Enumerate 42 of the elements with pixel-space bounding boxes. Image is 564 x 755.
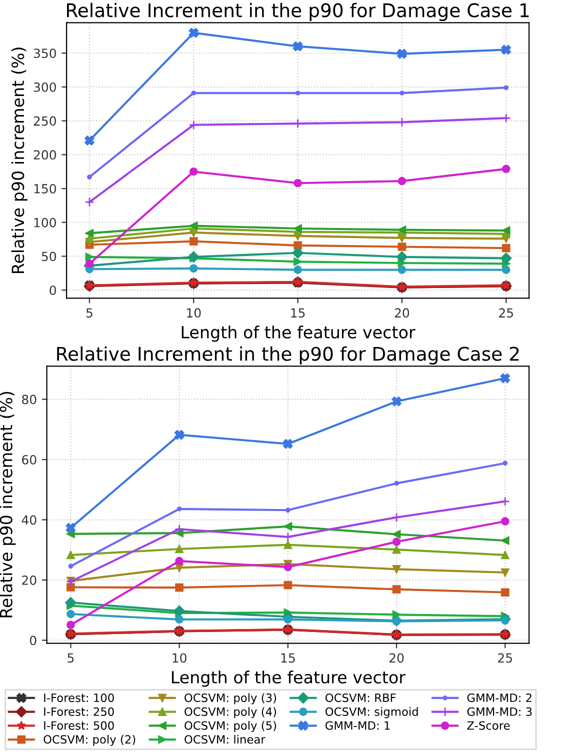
x-tick-label: 20 bbox=[389, 653, 404, 663]
legend-label: GMM-MD: 1 bbox=[325, 721, 390, 730]
legend-label: GMM-MD: 2 bbox=[467, 693, 532, 702]
legend-label: GMM-MD: 3 bbox=[467, 707, 532, 716]
legend-label: I-Forest: 250 bbox=[44, 707, 114, 716]
y-tick-label: 200 bbox=[34, 150, 56, 160]
y-tick-label: 50 bbox=[42, 252, 56, 262]
x-tick-label: 20 bbox=[394, 308, 410, 318]
legend-label: OCSVM: poly (4) bbox=[184, 707, 276, 718]
legend-label: OCSVM: linear bbox=[184, 734, 266, 744]
legend-label: I-Forest: 500 bbox=[44, 721, 114, 730]
y-tick-label: 250 bbox=[34, 116, 56, 126]
y-tick-label: 0 bbox=[50, 286, 56, 296]
x-tick-label: 15 bbox=[281, 653, 295, 663]
y-tick-label: 150 bbox=[34, 184, 56, 194]
y-tick-label: 300 bbox=[34, 82, 56, 92]
y-tick-label: 100 bbox=[34, 218, 56, 228]
legend-label: I-Forest: 100 bbox=[44, 693, 114, 702]
legend-label: OCSVM: RBF bbox=[325, 693, 396, 702]
y-tick-label: 0 bbox=[30, 636, 36, 646]
legend-label: OCSVM: poly (5) bbox=[184, 720, 276, 732]
x-tick-label: 5 bbox=[86, 308, 92, 318]
y-axis-title: Relative p90 increment (%) bbox=[11, 48, 28, 274]
x-tick-label: 15 bbox=[291, 308, 305, 318]
x-tick-label: 10 bbox=[172, 653, 186, 663]
y-tick-label: 20 bbox=[22, 575, 36, 585]
x-tick-label: 5 bbox=[68, 653, 74, 663]
chart-title: Relative Increment in the p90 for Damage Case 1 bbox=[67, 2, 529, 21]
x-tick-label: 25 bbox=[499, 308, 513, 318]
y-tick-label: 40 bbox=[22, 515, 36, 525]
legend-label: OCSVM: poly (2) bbox=[44, 734, 136, 746]
legend-label: OCSVM: poly (3) bbox=[184, 693, 276, 704]
x-tick-label: 10 bbox=[187, 308, 201, 318]
y-tick-label: 60 bbox=[22, 455, 36, 464]
y-tick-label: 350 bbox=[34, 48, 56, 58]
x-axis-title: Length of the feature vector bbox=[182, 326, 416, 342]
x-axis-title: Length of the feature vector bbox=[172, 670, 406, 687]
legend-label: OCSVM: sigmoid bbox=[325, 707, 418, 718]
y-tick-label: 80 bbox=[22, 394, 36, 404]
x-tick-label: 25 bbox=[498, 653, 512, 663]
chart-title: Relative Increment in the p90 for Damage Case 2 bbox=[57, 346, 519, 365]
legend-label: Z-Score bbox=[467, 721, 510, 730]
